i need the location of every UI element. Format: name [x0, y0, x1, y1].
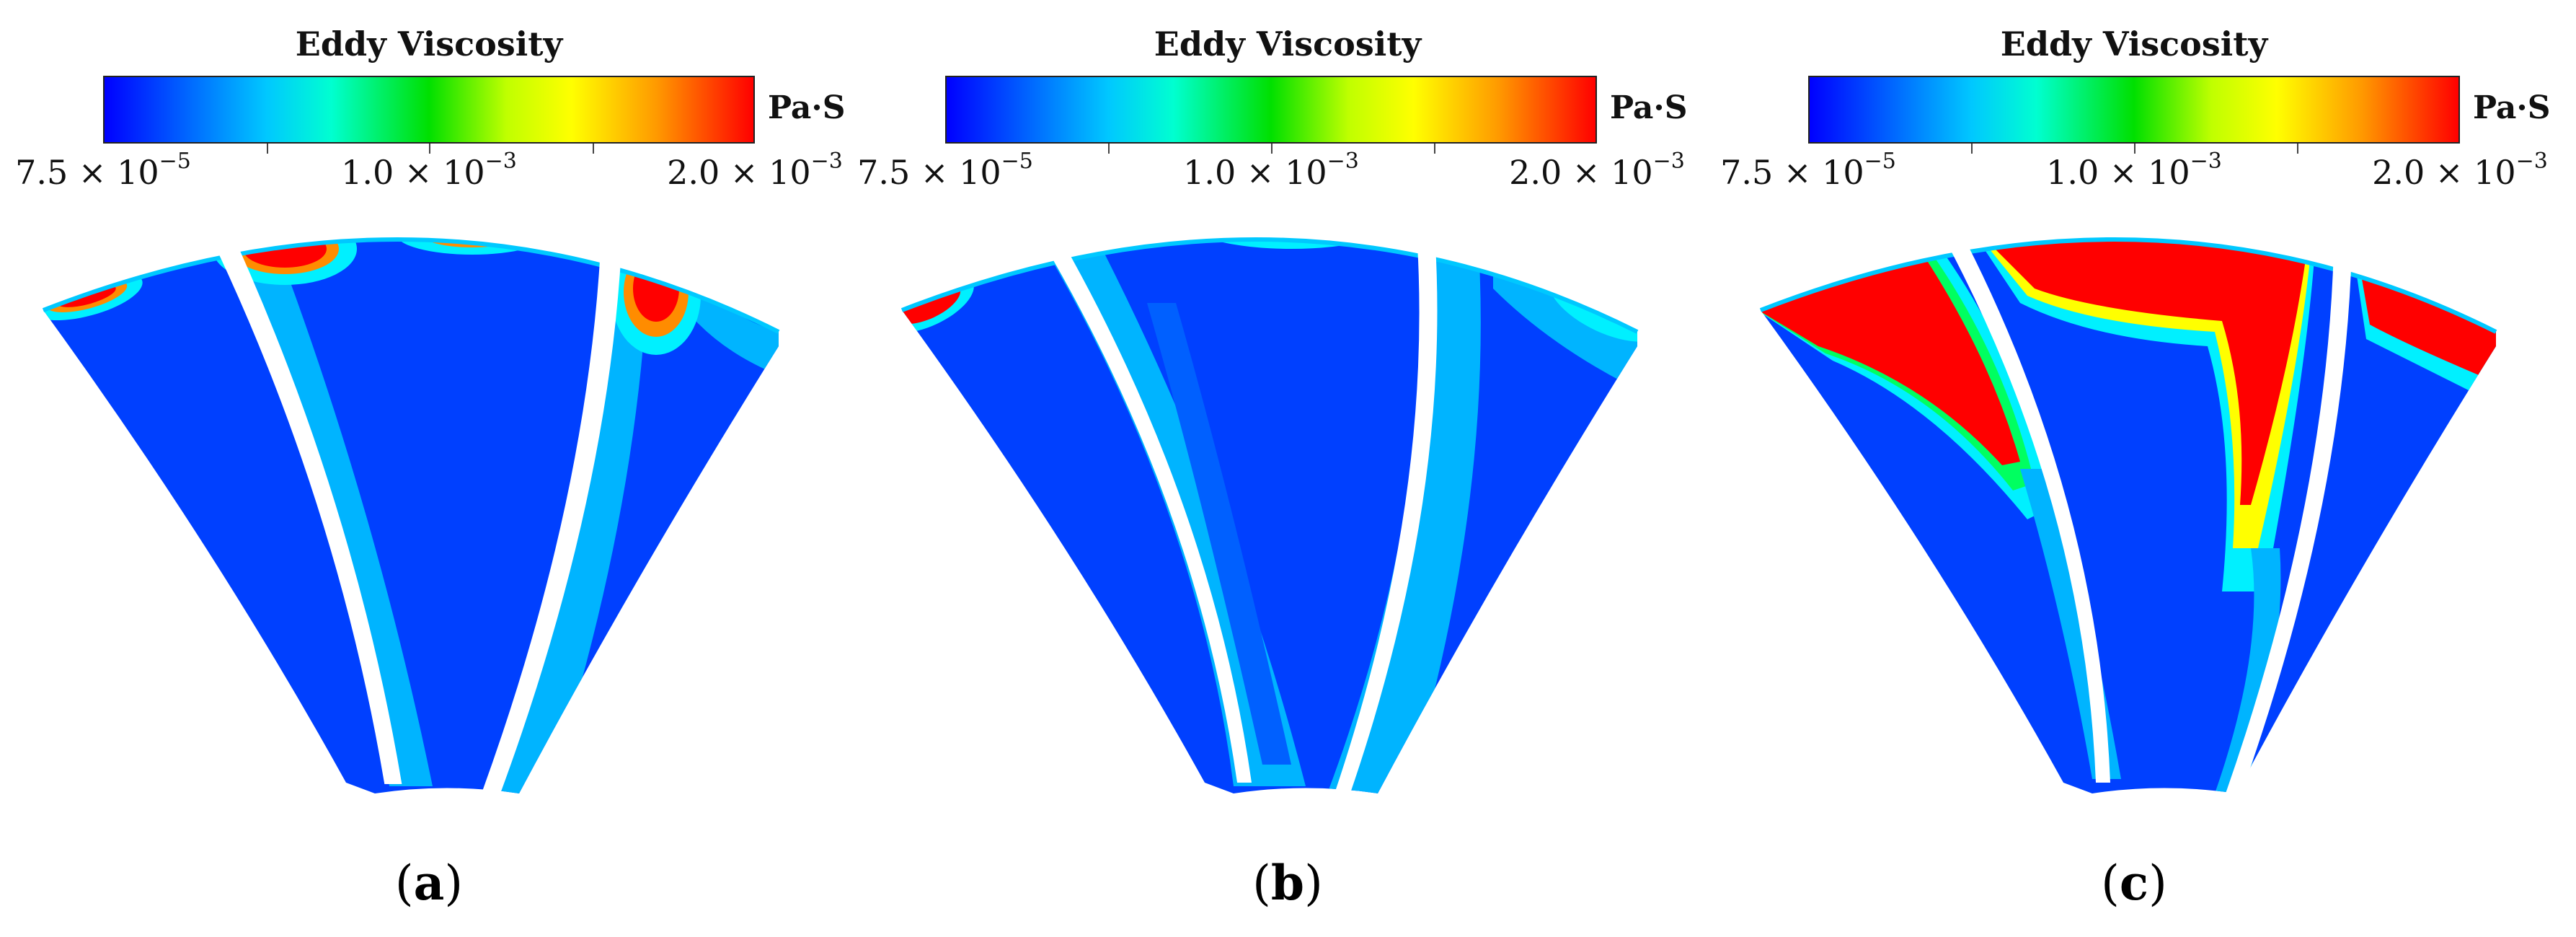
panel-a: Eddy Viscosity Pa·S 7.5 × 10−5 1.0 × 10−…	[0, 0, 859, 937]
colorbar-tick	[2297, 144, 2298, 154]
blade	[214, 239, 402, 784]
panel-caption: (c)	[2101, 855, 2167, 911]
colorbar-min-label: 7.5 × 10−5	[15, 149, 191, 192]
colorbar-mid-label: 1.0 × 10−3	[1183, 149, 1359, 192]
colorbar-mid-label: 1.0 × 10−3	[341, 149, 517, 192]
colorbar-gradient	[103, 76, 755, 144]
colorbar-tick	[1971, 144, 1973, 154]
colorbar-title: Eddy Viscosity	[1154, 25, 1422, 63]
colorbar-gradient	[945, 76, 1597, 144]
eddy-viscosity-contour-b	[900, 237, 1639, 797]
blade	[1043, 238, 1252, 783]
colorbar-title: Eddy Viscosity	[295, 25, 563, 63]
colorbar-tick	[1271, 144, 1272, 154]
colorbar-tick	[2134, 144, 2135, 154]
eddy-viscosity-contour-c	[1759, 237, 2497, 797]
blade	[2226, 249, 2352, 797]
panel-b: Eddy Viscosity Pa·S 7.5 × 10−5 1.0 × 10−…	[857, 0, 1717, 937]
panel-c: Eddy Viscosity Pa·S 7.5 × 10−5 1.0 × 10−…	[1717, 0, 2576, 937]
colorbar-tick	[267, 144, 268, 154]
colorbar-unit: Pa·S	[1610, 89, 1688, 126]
colorbar-mid-label: 1.0 × 10−3	[2046, 149, 2222, 192]
colorbar-max-label: 2.0 × 10−3	[2372, 149, 2548, 192]
blade	[1948, 242, 2110, 783]
colorbar-unit: Pa·S	[2473, 89, 2551, 126]
colorbar-tick	[593, 144, 594, 154]
colorbar-max-label: 2.0 × 10−3	[667, 149, 843, 192]
panel-caption: (a)	[394, 855, 464, 911]
blade	[1335, 245, 1438, 797]
colorbar-unit: Pa·S	[768, 89, 846, 126]
colorbar-max-label: 2.0 × 10−3	[1509, 149, 1685, 192]
colorbar-tick	[1434, 144, 1435, 154]
colorbar-tick	[429, 144, 430, 154]
blade	[481, 247, 622, 799]
colorbar-gradient	[1808, 76, 2460, 144]
colorbar-min-label: 7.5 × 10−5	[857, 149, 1033, 192]
colorbar-min-label: 7.5 × 10−5	[1720, 149, 1896, 192]
eddy-viscosity-contour-a	[42, 237, 780, 799]
panel-caption: (b)	[1252, 855, 1323, 911]
colorbar-title: Eddy Viscosity	[2000, 25, 2268, 63]
colorbar-tick	[1108, 144, 1110, 154]
